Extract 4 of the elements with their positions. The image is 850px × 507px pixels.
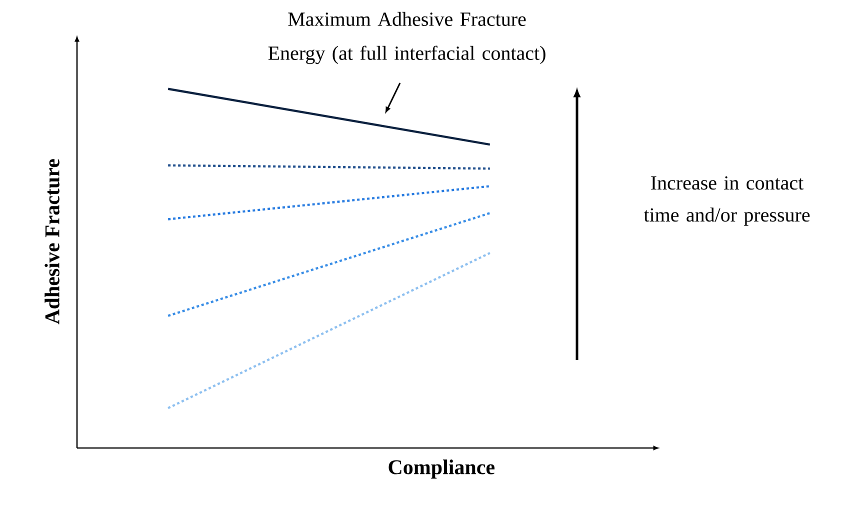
text: Maximum Adhesive Fracture Energy (at full interfacial contact) [268, 12, 546, 64]
annotation: Increase in contact time and/or pressure [644, 176, 810, 226]
y-axis-title: Adhesive Fracture [44, 159, 60, 324]
x-axis-title: Compliance [388, 460, 495, 479]
